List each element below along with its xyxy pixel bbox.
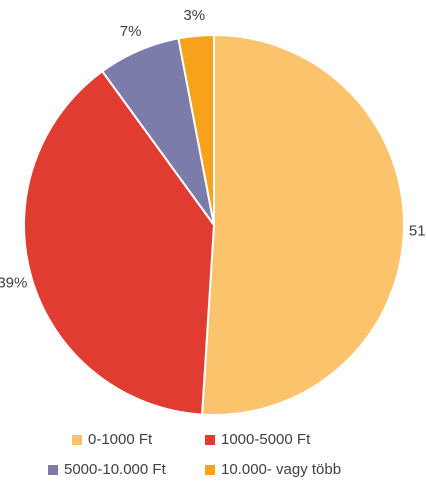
data-label: 39% <box>0 275 27 292</box>
data-label: 51% <box>409 223 426 240</box>
legend-label: 5000-10.000 Ft <box>64 461 167 478</box>
legend-swatch <box>205 435 215 445</box>
data-label: 3% <box>183 7 205 24</box>
legend-label: 1000-5000 Ft <box>221 431 311 448</box>
pie-slice <box>23 69 216 416</box>
data-label: 7% <box>120 23 142 40</box>
legend-label: 0-1000 Ft <box>88 431 153 448</box>
pie-slice <box>201 33 405 416</box>
legend-swatch <box>48 465 58 475</box>
pie-slice <box>177 33 215 226</box>
legend-swatch <box>205 465 215 475</box>
legend-swatch <box>72 435 82 445</box>
legend-label: 10.000- vagy több <box>221 461 341 478</box>
